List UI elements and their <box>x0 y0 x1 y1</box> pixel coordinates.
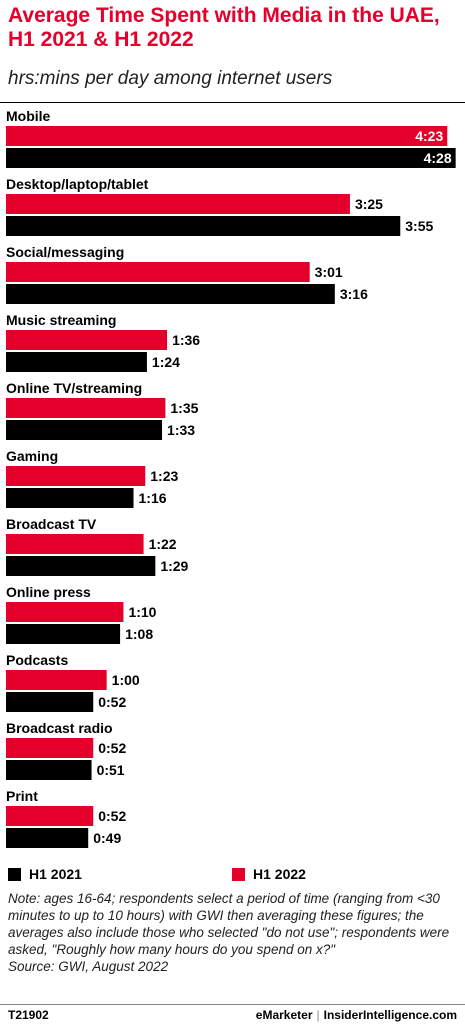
value-label-mobile-h1-2022: 4:23 <box>415 128 443 144</box>
bar-gaming-h1-2021 <box>6 488 134 508</box>
bar-podcasts-h1-2021 <box>6 692 94 712</box>
category-label-online-press: Online press <box>6 584 91 600</box>
category-label-gaming: Gaming <box>6 448 58 464</box>
category-label-music-streaming: Music streaming <box>6 312 116 328</box>
value-label-music-streaming-h1-2022: 1:36 <box>172 332 200 348</box>
bar-social-messaging-h1-2021 <box>6 284 335 304</box>
value-label-desktop-laptop-tablet-h1-2022: 3:25 <box>355 196 383 212</box>
note-text: Note: ages 16-64; respondents select a p… <box>8 891 450 957</box>
bar-online-press-h1-2022 <box>6 602 124 622</box>
value-label-mobile-h1-2021: 4:28 <box>424 150 452 166</box>
bar-gaming-h1-2022 <box>6 466 146 486</box>
brand-separator: | <box>316 1008 320 1022</box>
bar-broadcast-radio-h1-2021 <box>6 760 92 780</box>
chart-title: Average Time Spent with Media in the UAE… <box>8 4 440 51</box>
category-label-social-messaging: Social/messaging <box>6 244 124 260</box>
legend-item-h1-2021: H1 2021 <box>8 866 82 882</box>
bar-broadcast-tv-h1-2021 <box>6 556 156 576</box>
value-label-desktop-laptop-tablet-h1-2021: 3:55 <box>405 218 433 234</box>
legend-item-h1-2022: H1 2022 <box>232 866 306 882</box>
category-label-broadcast-tv: Broadcast TV <box>6 516 97 532</box>
value-label-music-streaming-h1-2021: 1:24 <box>152 354 180 370</box>
value-label-social-messaging-h1-2022: 3:01 <box>315 264 343 280</box>
value-label-broadcast-tv-h1-2022: 1:22 <box>149 536 177 552</box>
value-label-online-press-h1-2021: 1:08 <box>125 626 153 642</box>
value-label-broadcast-radio-h1-2022: 0:52 <box>98 740 126 756</box>
bottom-divider <box>0 1004 465 1005</box>
value-label-gaming-h1-2022: 1:23 <box>150 468 178 484</box>
chart-code: T21902 <box>8 1008 49 1022</box>
category-label-print: Print <box>6 788 38 804</box>
category-label-podcasts: Podcasts <box>6 652 68 668</box>
value-label-social-messaging-h1-2021: 3:16 <box>340 286 368 302</box>
value-label-print-h1-2022: 0:52 <box>98 808 126 824</box>
value-label-online-tv-streaming-h1-2022: 1:35 <box>170 400 198 416</box>
category-label-online-tv-streaming: Online TV/streaming <box>6 380 142 396</box>
value-label-broadcast-radio-h1-2021: 0:51 <box>97 762 125 778</box>
value-label-print-h1-2021: 0:49 <box>93 830 121 846</box>
bar-print-h1-2021 <box>6 828 89 848</box>
brand: eMarketer | InsiderIntelligence.com <box>256 1008 457 1022</box>
value-label-online-press-h1-2022: 1:10 <box>128 604 156 620</box>
bar-desktop-laptop-tablet-h1-2022 <box>6 194 350 214</box>
bar-music-streaming-h1-2022 <box>6 330 168 350</box>
legend-swatch-h1-2022 <box>232 867 245 881</box>
bar-desktop-laptop-tablet-h1-2021 <box>6 216 401 236</box>
value-label-podcasts-h1-2022: 1:00 <box>112 672 140 688</box>
brand-insider-intelligence: InsiderIntelligence.com <box>323 1008 457 1022</box>
bar-social-messaging-h1-2022 <box>6 262 310 282</box>
bar-music-streaming-h1-2021 <box>6 352 147 372</box>
value-label-broadcast-tv-h1-2021: 1:29 <box>160 558 188 574</box>
category-label-desktop-laptop-tablet: Desktop/laptop/tablet <box>6 176 149 192</box>
bar-print-h1-2022 <box>6 806 94 826</box>
bar-mobile-h1-2022 <box>6 126 448 146</box>
source-text: Source: GWI, August 2022 <box>8 959 169 974</box>
footer: T21902 eMarketer | InsiderIntelligence.com <box>0 1008 465 1024</box>
value-label-online-tv-streaming-h1-2021: 1:33 <box>167 422 195 438</box>
bar-podcasts-h1-2022 <box>6 670 107 690</box>
legend: H1 2021 H1 2022 <box>0 866 465 884</box>
category-label-broadcast-radio: Broadcast radio <box>6 720 113 736</box>
bar-online-press-h1-2021 <box>6 624 121 644</box>
bar-mobile-h1-2021 <box>6 148 456 168</box>
value-label-podcasts-h1-2021: 0:52 <box>98 694 126 710</box>
brand-emarketer: eMarketer <box>255 1008 313 1022</box>
legend-label-h1-2021: H1 2021 <box>29 866 82 882</box>
top-divider <box>0 102 465 103</box>
bar-online-tv-streaming-h1-2022 <box>6 398 166 418</box>
legend-swatch-h1-2021 <box>8 867 21 881</box>
bar-broadcast-tv-h1-2022 <box>6 534 144 554</box>
value-label-gaming-h1-2021: 1:16 <box>139 490 167 506</box>
legend-label-h1-2022: H1 2022 <box>253 866 306 882</box>
bar-broadcast-radio-h1-2022 <box>6 738 94 758</box>
chart-subtitle: hrs:mins per day among internet users <box>8 68 333 89</box>
bar-online-tv-streaming-h1-2021 <box>6 420 163 440</box>
bar-chart: Mobile 4:23 4:28 Desktop/laptop/tablet 3:25 3… <box>6 108 456 848</box>
category-label-mobile: Mobile <box>6 108 51 124</box>
chart-notes: Note: ages 16-64; respondents select a p… <box>8 890 460 975</box>
